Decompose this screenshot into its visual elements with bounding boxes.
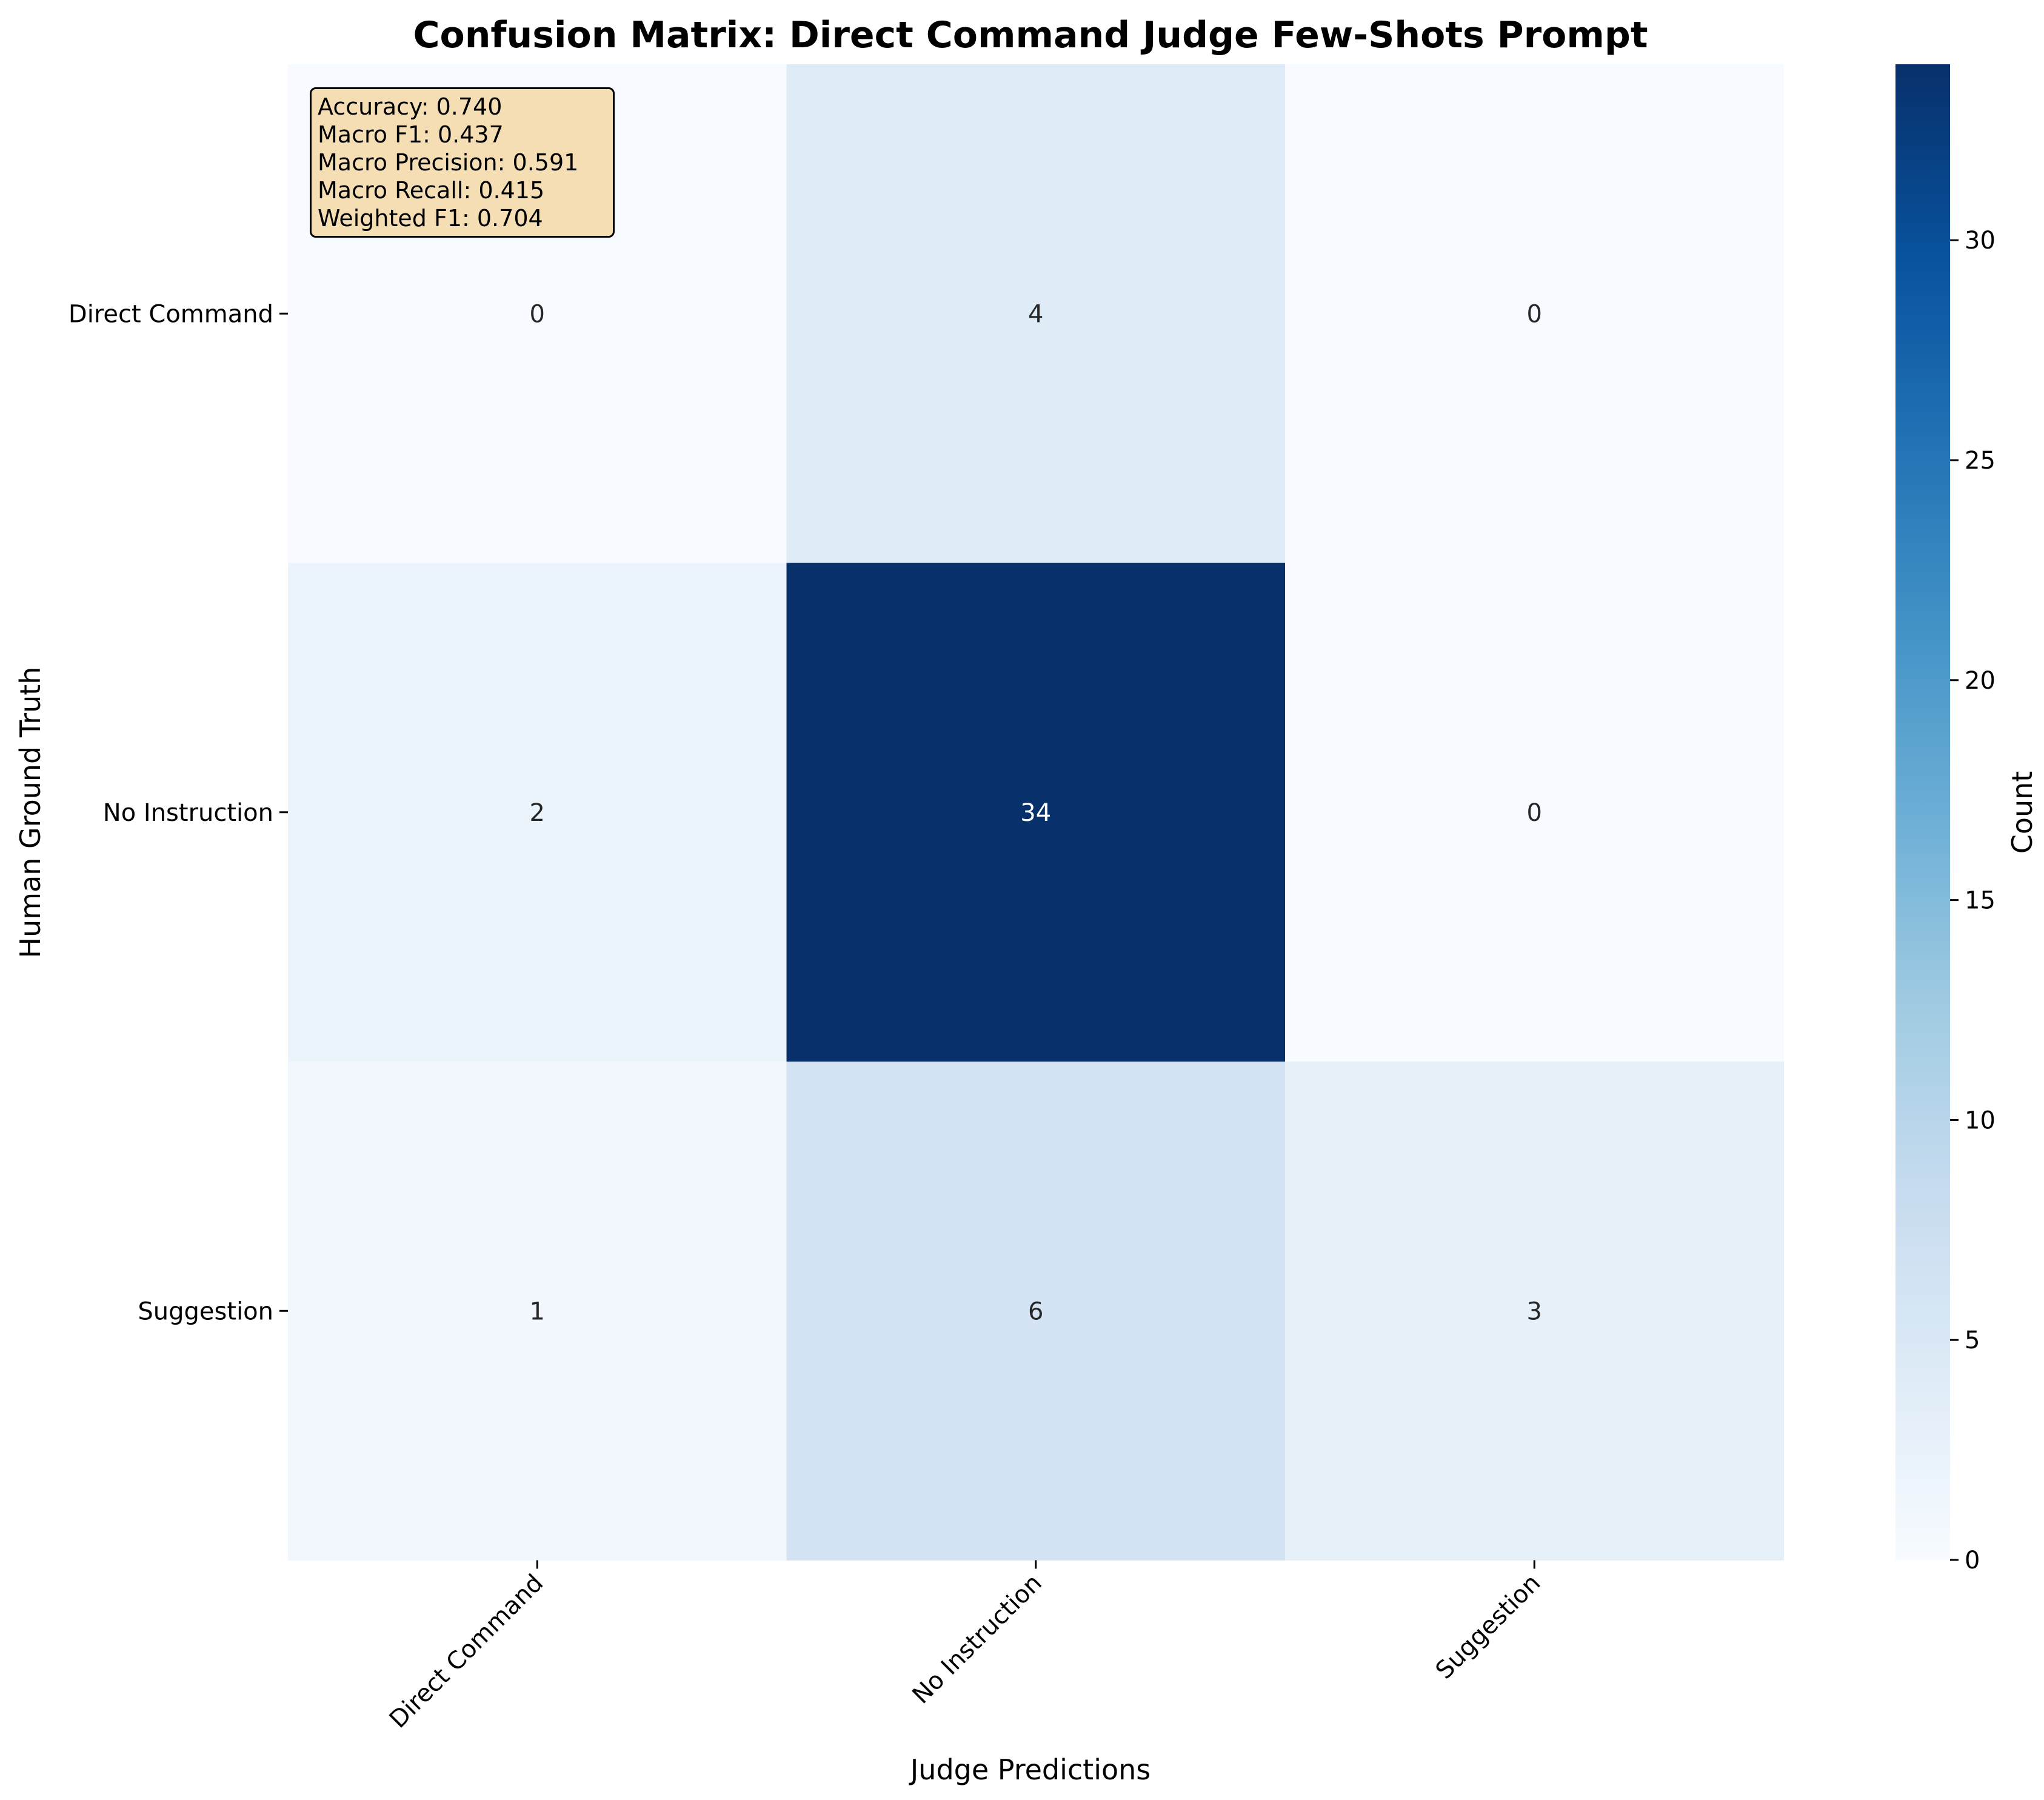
cell-value-label: 34 bbox=[1020, 799, 1051, 827]
cell-value-label: 6 bbox=[1028, 1297, 1043, 1325]
heatmap-cells bbox=[288, 64, 1784, 1561]
metric-line: Macro F1: 0.437 bbox=[318, 121, 504, 148]
heatmap-cell-labels: 0 4 0 2 34 0 1 6 3 bbox=[530, 300, 1542, 1325]
colorbar-label: Count bbox=[2006, 771, 2039, 854]
y-axis-ticks: Direct Command No Instruction Suggestion bbox=[68, 300, 288, 1325]
colorbar-tick-label: 20 bbox=[1965, 667, 1996, 695]
heatmap-cell bbox=[786, 563, 1286, 1062]
colorbar: 0 5 10 15 20 25 30 Count bbox=[1895, 64, 2039, 1574]
colorbar-tick-label: 15 bbox=[1965, 887, 1996, 915]
chart-title: Confusion Matrix: Direct Command Judge F… bbox=[413, 14, 1648, 56]
colorbar-gradient bbox=[1895, 64, 1950, 1560]
heatmap-cell bbox=[1285, 563, 1784, 1062]
colorbar-tick-label: 30 bbox=[1965, 227, 1996, 255]
colorbar-tick-label: 10 bbox=[1965, 1106, 1996, 1134]
metric-line: Weighted F1: 0.704 bbox=[318, 205, 543, 232]
y-axis-label: Human Ground Truth bbox=[14, 667, 47, 959]
x-tick-label-suggestion: Suggestion bbox=[1431, 1569, 1546, 1685]
heatmap-cell bbox=[786, 1062, 1286, 1561]
x-tick-label-direct-command: Direct Command bbox=[384, 1569, 549, 1734]
cell-value-label: 3 bbox=[1527, 1297, 1542, 1325]
heatmap-cell bbox=[1285, 64, 1784, 563]
heatmap-cell bbox=[288, 563, 787, 1062]
colorbar-tick-label: 0 bbox=[1965, 1547, 1980, 1574]
cell-value-label: 0 bbox=[1527, 799, 1542, 827]
cell-value-label: 0 bbox=[1527, 300, 1542, 328]
metric-line: Accuracy: 0.740 bbox=[318, 93, 503, 120]
colorbar-ticks: 0 5 10 15 20 25 30 bbox=[1950, 227, 1996, 1574]
metric-line: Macro Precision: 0.591 bbox=[318, 149, 579, 176]
colorbar-tick-label: 5 bbox=[1965, 1327, 1980, 1354]
colorbar-tick-label: 25 bbox=[1965, 447, 1996, 475]
cell-value-label: 0 bbox=[530, 300, 545, 328]
metric-line: Macro Recall: 0.415 bbox=[318, 177, 545, 204]
x-axis-ticks: Direct Command No Instruction Suggestion bbox=[384, 1560, 1546, 1734]
cell-value-label: 4 bbox=[1028, 300, 1043, 328]
y-tick-label-direct-command: Direct Command bbox=[68, 300, 273, 328]
heatmap-cell bbox=[288, 1062, 787, 1561]
x-axis-label: Judge Predictions bbox=[909, 1753, 1151, 1786]
metrics-annotation-box: Accuracy: 0.740 Macro F1: 0.437 Macro Prec… bbox=[310, 87, 615, 238]
heatmap-cell bbox=[786, 64, 1286, 563]
y-tick-label-no-instruction: No Instruction bbox=[103, 799, 273, 827]
y-tick-label-suggestion: Suggestion bbox=[138, 1297, 273, 1325]
cell-value-label: 2 bbox=[530, 799, 545, 827]
x-tick-label-no-instruction: No Instruction bbox=[907, 1569, 1047, 1709]
cell-value-label: 1 bbox=[530, 1297, 545, 1325]
heatmap-cell bbox=[1285, 1062, 1784, 1561]
